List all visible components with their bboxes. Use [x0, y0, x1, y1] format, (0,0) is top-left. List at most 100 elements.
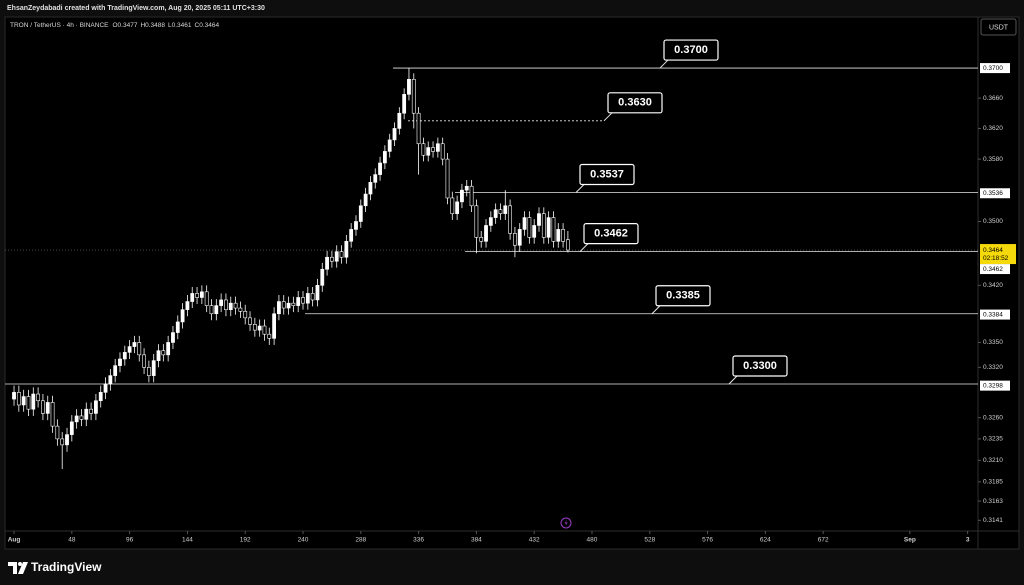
candle-body	[426, 147, 431, 156]
candle-body	[41, 400, 45, 414]
callout-leader	[603, 112, 613, 122]
candle-body	[50, 402, 55, 427]
price-mark-label: 0.3700	[983, 65, 1003, 72]
candle-body	[267, 333, 272, 339]
candle-body	[166, 342, 171, 356]
last-price-box	[980, 244, 1016, 265]
candle-body	[330, 256, 334, 262]
x-tick-label: 384	[471, 537, 482, 544]
candle-body	[407, 78, 411, 95]
x-tick-label: 144	[182, 537, 193, 544]
callout-label: 0.3300	[743, 360, 777, 372]
candle-body	[392, 128, 397, 141]
candle-body	[334, 251, 339, 262]
y-tick-label: 0.3235	[983, 436, 1003, 443]
candle-body	[137, 342, 142, 356]
symbol: TRON / TetherUS · 4h · BINANCE	[10, 22, 109, 29]
candle-body	[84, 408, 89, 420]
symbol-line: TRON / TetherUS · 4h · BINANCE O0.3477 H0.…	[10, 22, 219, 29]
candle-body	[368, 182, 373, 195]
price-mark-box	[980, 188, 1010, 199]
candle-body	[127, 346, 132, 353]
y-tick-label: 0.3420	[983, 282, 1003, 289]
candle-body	[402, 94, 407, 114]
price-mark-box	[980, 380, 1010, 391]
y-tick-label: 0.3163	[983, 498, 1003, 505]
candle-body	[440, 143, 445, 160]
candle-body	[493, 209, 498, 218]
candle-body	[358, 205, 363, 222]
candle-body	[397, 112, 402, 129]
y-tick-label: 0.3620	[983, 125, 1003, 132]
ohlc-high: H0.3488	[140, 22, 165, 29]
candle-body	[363, 193, 368, 207]
candle-body	[122, 352, 127, 360]
callout-box	[579, 163, 635, 186]
candle-body	[527, 217, 532, 238]
candle-body	[146, 366, 151, 376]
y-tick-label: 0.3500	[983, 218, 1003, 225]
candle-body	[320, 268, 325, 286]
candle-body	[74, 415, 79, 423]
candle-body	[248, 317, 252, 325]
candle-body	[310, 293, 315, 301]
candle-body	[291, 302, 296, 306]
y-tick-label: 0.3185	[983, 479, 1003, 486]
candle-body	[103, 383, 108, 393]
candle-body	[464, 185, 469, 191]
candle-body	[243, 311, 248, 319]
countdown: 02:18:52	[983, 255, 1009, 262]
x-tick-label: 672	[818, 537, 829, 544]
price-mark-box	[980, 264, 1010, 275]
price-mark-box	[980, 63, 1010, 74]
candle-body	[435, 143, 440, 152]
x-tick-label: Sep	[904, 537, 916, 544]
callout-leader	[728, 375, 738, 385]
candle-body	[65, 434, 69, 446]
candle-body	[69, 421, 74, 435]
y-tick-label: 0.3320	[983, 364, 1003, 371]
candle-body	[301, 297, 305, 304]
candle-body	[233, 302, 238, 309]
candle-body	[373, 174, 378, 183]
candle-body	[89, 408, 93, 414]
currency-box[interactable]	[980, 18, 1017, 36]
candle-body	[522, 217, 527, 230]
candle-body	[537, 213, 541, 226]
candle-body	[546, 217, 551, 238]
candle-body	[224, 299, 228, 310]
candle-body	[488, 217, 493, 226]
y-tick-label: 0.3260	[983, 414, 1003, 421]
candle-body	[460, 189, 464, 203]
candle-body	[503, 205, 508, 214]
alert-bolt	[564, 519, 568, 527]
alert-icon[interactable]	[560, 517, 572, 529]
x-tick-label: 528	[644, 537, 655, 544]
candle-body	[45, 402, 50, 414]
currency[interactable]: USDT	[989, 24, 1009, 31]
logo-slash	[18, 562, 28, 574]
candle-body	[60, 438, 65, 446]
callout-leader	[651, 305, 661, 315]
candle-body	[142, 354, 146, 368]
candle-body	[199, 291, 204, 298]
candle-body	[16, 392, 21, 406]
candle-body	[190, 293, 195, 302]
callout-leader	[579, 243, 589, 253]
candle-body	[219, 299, 224, 306]
candle-body	[286, 302, 291, 309]
candle-body	[339, 251, 344, 258]
candle-body	[349, 229, 354, 242]
candle-body	[195, 293, 199, 298]
x-tick-label: 576	[702, 537, 713, 544]
candle-body	[209, 305, 214, 315]
candle-body	[180, 309, 185, 323]
callout-label: 0.3385	[666, 290, 700, 302]
callout-box	[663, 39, 719, 61]
candle-body	[277, 301, 281, 315]
candle-body	[445, 158, 450, 199]
callout-leader	[659, 59, 669, 69]
candle-body	[238, 307, 243, 312]
callout-box	[655, 285, 711, 307]
